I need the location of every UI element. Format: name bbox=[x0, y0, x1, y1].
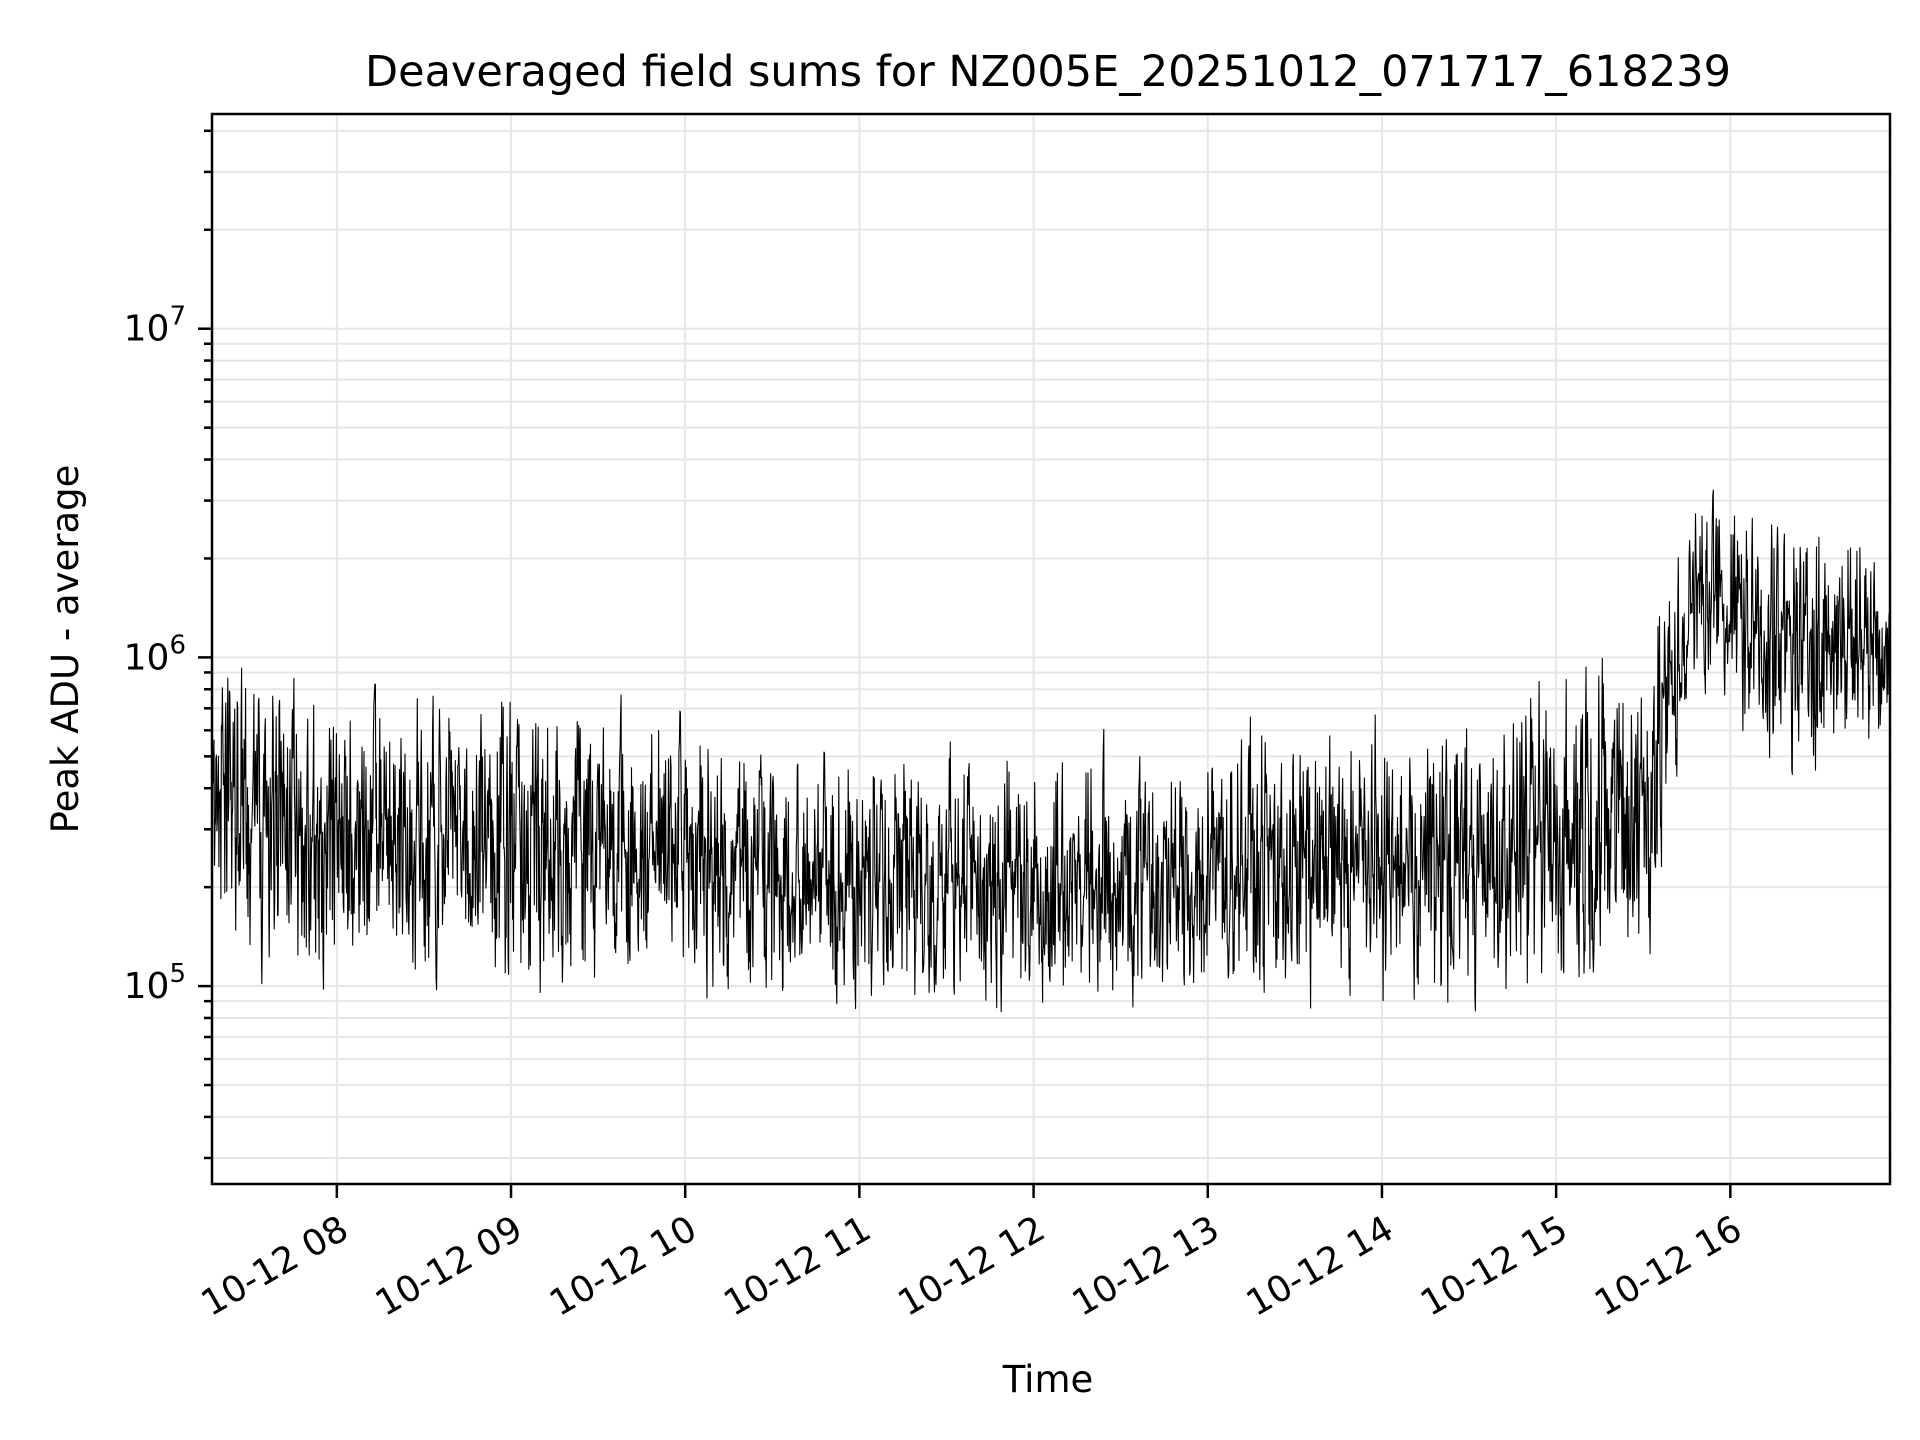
y-axis-label: Peak ADU - average bbox=[44, 465, 87, 834]
x-tick-label: 10-12 14 bbox=[1240, 1208, 1401, 1324]
y-tick-label: 105 bbox=[124, 959, 186, 1007]
y-tick-label: 106 bbox=[124, 630, 186, 678]
x-tick-label: 10-12 16 bbox=[1588, 1208, 1749, 1324]
x-tick-label: 10-12 08 bbox=[195, 1208, 356, 1324]
x-tick-label: 10-12 11 bbox=[717, 1208, 878, 1324]
x-tick-label: 10-12 15 bbox=[1414, 1208, 1575, 1324]
x-axis-label: Time bbox=[1002, 1358, 1094, 1401]
x-tick-label: 10-12 13 bbox=[1066, 1208, 1227, 1324]
series-layer bbox=[211, 489, 1891, 1013]
y-tick-label: 107 bbox=[124, 302, 186, 350]
x-tick-label: 10-12 10 bbox=[543, 1208, 704, 1324]
axis-ticks: 10-12 08 10-12 09 10-12 10 10-12 11 10-12 12… bbox=[124, 129, 1749, 1325]
x-tick-label: 10-12 12 bbox=[891, 1208, 1052, 1324]
plot-frame bbox=[210, 112, 1892, 1186]
grid bbox=[212, 114, 1890, 1184]
x-tick-label: 10-12 09 bbox=[369, 1208, 530, 1324]
series-line bbox=[211, 489, 1891, 1013]
chart-title: Deaveraged field sums for NZ005E_2025101… bbox=[365, 47, 1731, 97]
